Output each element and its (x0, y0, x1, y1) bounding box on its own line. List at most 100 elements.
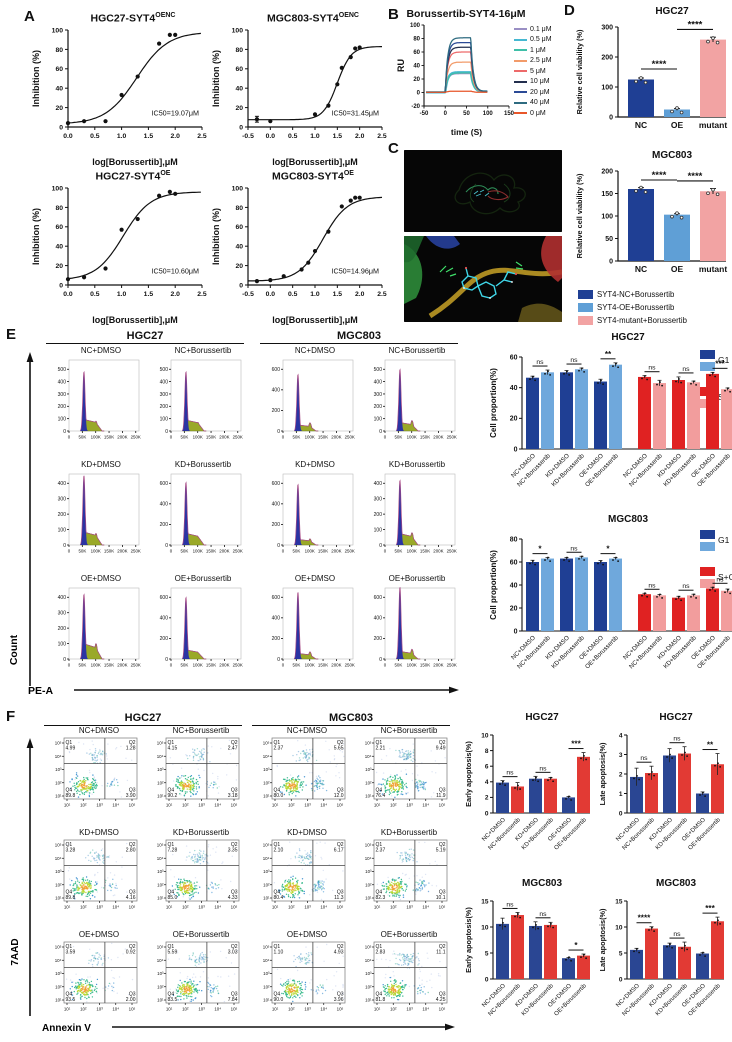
svg-text:Q2: Q2 (337, 842, 344, 848)
svg-text:100K: 100K (193, 549, 203, 554)
svg-text:2.00: 2.00 (126, 997, 136, 1003)
svg-text:10⁵: 10⁵ (55, 945, 62, 950)
cellcycle-legend-item: G1 (700, 350, 732, 371)
svg-text:Q3: Q3 (337, 890, 344, 896)
svg-text:5.65: 5.65 (334, 746, 344, 752)
svg-text:Q3: Q3 (129, 992, 136, 998)
early-hgc27-plot: 0246810NC+DMSONC+BorussertibKD+DMSOKD+Bo… (464, 732, 590, 851)
cc-mgc803-kd-bor: KD+Borussertib 0 100 200 300 400 0 50K 100K 150K 2… (362, 460, 458, 573)
svg-text:5: 5 (485, 950, 489, 957)
svg-text:10¹: 10¹ (64, 1007, 71, 1012)
svg-text:100K: 100K (407, 435, 417, 440)
cc-hgc27-nc-dmso: NC+DMSO 0 100 200 300 400 500 0 50K 100K 150K 200K 2… (46, 346, 142, 459)
svg-text:mutant: mutant (699, 264, 728, 274)
svg-text:10⁴: 10⁴ (422, 1007, 429, 1012)
svg-text:200K: 200K (219, 663, 229, 668)
svg-text:300: 300 (160, 392, 169, 398)
svg-text:10²: 10² (390, 905, 397, 910)
svg-text:-50: -50 (420, 111, 429, 117)
svg-text:40: 40 (55, 85, 63, 92)
svg-text:200: 200 (601, 54, 613, 61)
apo-hgc27-kd-dmso-title: KD+DMSO (79, 828, 119, 837)
svg-text:10³: 10³ (263, 971, 270, 976)
svg-text:4.33: 4.33 (228, 895, 238, 901)
svg-text:10¹: 10¹ (55, 896, 62, 901)
svg-text:Q1: Q1 (376, 944, 383, 950)
svg-text:10¹: 10¹ (272, 803, 279, 808)
svg-text:20: 20 (235, 105, 243, 112)
svg-text:10²: 10² (80, 905, 87, 910)
svg-text:log[Borussertib],μM: log[Borussertib],μM (92, 157, 178, 167)
svg-text:1.0: 1.0 (117, 133, 127, 140)
svg-text:10⁴: 10⁴ (55, 958, 62, 963)
svg-text:Q1: Q1 (168, 944, 175, 950)
svg-text:3.59: 3.59 (66, 950, 76, 956)
svg-text:300: 300 (374, 496, 383, 502)
cc-hgc27-kd-dmso-title: KD+DMSO (81, 460, 121, 469)
svg-text:Q2: Q2 (231, 740, 238, 746)
svg-text:ns: ns (716, 576, 724, 583)
svg-text:100K: 100K (91, 435, 101, 440)
apo-mgc803-kd-dmso-title: KD+DMSO (287, 828, 327, 837)
svg-text:4: 4 (619, 732, 623, 739)
svg-text:4.25: 4.25 (436, 997, 446, 1003)
svg-text:ns: ns (648, 582, 656, 589)
viability-mgc803-plot: 0 50 100 150 200 NC OE mutant **** **** Relative c… (575, 168, 728, 274)
svg-text:0: 0 (444, 111, 448, 117)
svg-text:400: 400 (272, 616, 281, 622)
svg-text:10³: 10³ (55, 767, 62, 772)
svg-text:100K: 100K (193, 663, 203, 668)
svg-text:10³: 10³ (365, 767, 372, 772)
svg-text:400: 400 (272, 502, 281, 508)
svg-text:log[Borussertib],μM: log[Borussertib],μM (272, 315, 358, 325)
svg-text:10¹: 10¹ (263, 896, 270, 901)
svg-text:50K: 50K (180, 663, 188, 668)
docking-closeup-art (404, 236, 562, 322)
svg-text:10⁴: 10⁴ (112, 905, 119, 910)
svg-text:250K: 250K (447, 663, 457, 668)
svg-text:60: 60 (510, 354, 518, 361)
panel-label-e: E (6, 326, 17, 343)
svg-text:0: 0 (514, 628, 518, 635)
svg-text:Q4: Q4 (168, 890, 175, 896)
svg-text:200: 200 (374, 636, 383, 642)
cellcycle-header-mgc803: MGC803 (260, 330, 458, 344)
svg-text:1: 1 (619, 791, 623, 798)
svg-text:10⁴: 10⁴ (365, 856, 372, 861)
prop-hgc27: HGC27 0 20 40 60 NC+DMSO NC+Borussertib KD+DMSO… (488, 332, 732, 516)
svg-text:0: 0 (619, 810, 623, 817)
apo-mgc803-oe-dmso: OE+DMSO Q1 1.10 Q2 4.93 Q4 90.0 Q3 3.96 10¹ 10¹ 10²… (252, 930, 348, 1030)
svg-text:10³: 10³ (198, 1007, 205, 1012)
svg-text:10²: 10² (182, 1007, 189, 1012)
svg-text:40: 40 (55, 243, 63, 250)
svg-text:-0.5: -0.5 (242, 291, 254, 298)
apo-mgc803-nc-bor-title: NC+Borussertib (380, 726, 438, 735)
viability-legend-label: SYT4-OE+Borussertib (597, 303, 675, 312)
svg-text:OE: OE (671, 120, 684, 130)
svg-text:10⁴: 10⁴ (157, 856, 164, 861)
spr-legend-swatch (514, 91, 527, 94)
dose-hgc27-oe: HGC27-SYT4OE 0 20 40 60 80 100 0.0 0.5 1.0 1.5 2.0 2… (30, 170, 208, 330)
svg-text:0.5: 0.5 (90, 291, 100, 298)
svg-text:0.0: 0.0 (266, 291, 276, 298)
dose-hgc27-oe-plot: 0 20 40 60 80 100 0.0 0.5 1.0 1.5 2.0 2.5 IC50=10.60… (31, 185, 207, 325)
svg-text:0: 0 (63, 657, 66, 663)
svg-text:10²: 10² (157, 984, 164, 989)
svg-text:0: 0 (59, 124, 63, 131)
viability-legend-swatch (578, 290, 593, 299)
svg-text:200K: 200K (219, 435, 229, 440)
svg-text:11.3: 11.3 (334, 895, 344, 901)
svg-text:ns: ns (673, 931, 681, 938)
late-mgc803-plot: 051015NC+DMSONC+BorussertibKD+DMSOKD+Bor… (598, 898, 724, 1017)
svg-text:10²: 10² (263, 984, 270, 989)
svg-text:100: 100 (58, 641, 67, 647)
dose-hgc27-oenc: HGC27-SYT4OENC 0 20 40 60 80 100 0.0 0.5 1.0 1.5 2.… (30, 12, 208, 172)
svg-text:150: 150 (504, 111, 514, 117)
svg-text:10²: 10² (390, 803, 397, 808)
svg-text:50K: 50K (394, 435, 402, 440)
svg-text:10³: 10³ (55, 869, 62, 874)
svg-text:76.4: 76.4 (376, 793, 386, 799)
spr-legend-label: 10 μM (530, 78, 550, 86)
